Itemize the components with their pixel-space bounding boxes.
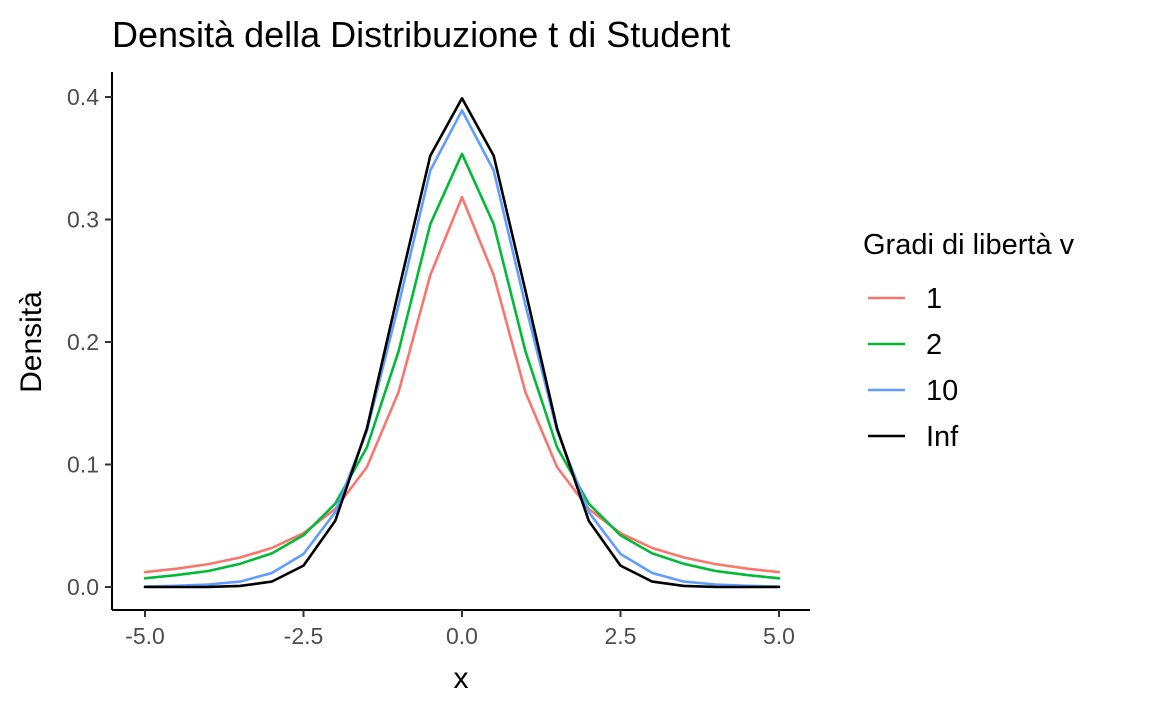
y-tick-label: 0.3: [67, 207, 99, 233]
legend-item-Inf: Inf: [868, 421, 959, 453]
axes: [111, 72, 810, 611]
series-line-Inf: [143, 97, 781, 589]
legend-label: 2: [926, 329, 942, 361]
series-line-2: [143, 152, 781, 580]
legend: Gradi di libertà v 1 2 10 Inf: [863, 229, 1075, 453]
series-line-10: [143, 109, 781, 588]
x-tick-label: 5.0: [763, 623, 795, 649]
y-axis-ticks: 0.0 0.1 0.2 0.3 0.4: [67, 84, 112, 600]
x-tick-label: 0.0: [446, 623, 478, 649]
y-tick-label: 0.4: [67, 84, 99, 110]
legend-item-10: 10: [868, 375, 958, 407]
legend-item-2: 2: [868, 329, 942, 361]
y-tick-label: 0.0: [67, 574, 99, 600]
chart-title: Densità della Distribuzione t di Student: [112, 14, 730, 55]
series-line-1: [143, 195, 781, 574]
x-tick-label: -2.5: [284, 623, 324, 649]
x-tick-label: 2.5: [605, 623, 637, 649]
legend-label: 10: [926, 375, 958, 407]
legend-label: 1: [926, 283, 942, 315]
legend-item-1: 1: [868, 283, 942, 315]
x-axis-ticks: -5.0 -2.5 0.0 2.5 5.0: [125, 610, 795, 649]
legend-title: Gradi di libertà v: [863, 229, 1075, 261]
y-tick-label: 0.2: [67, 329, 99, 355]
x-tick-label: -5.0: [125, 623, 165, 649]
y-tick-label: 0.1: [67, 452, 99, 478]
legend-label: Inf: [926, 421, 959, 453]
plot-area: [143, 97, 781, 589]
x-axis-title: x: [454, 662, 469, 695]
y-axis-title: Densità: [15, 291, 48, 393]
